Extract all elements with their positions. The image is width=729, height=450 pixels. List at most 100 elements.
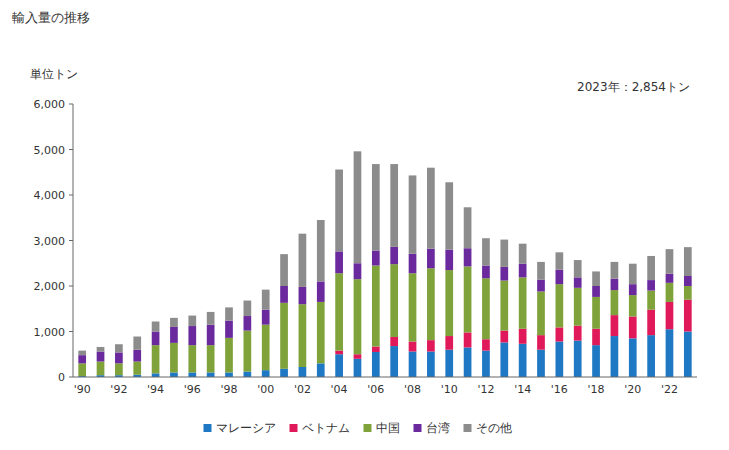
legend-label: ベトナム bbox=[302, 421, 350, 435]
x-axis bbox=[73, 377, 697, 378]
bar-segment bbox=[299, 304, 307, 367]
bar-segment bbox=[280, 369, 288, 377]
bar-segment bbox=[280, 286, 288, 303]
legend-swatch bbox=[204, 424, 212, 432]
bar-segment bbox=[445, 182, 453, 249]
bar-segment bbox=[500, 331, 508, 343]
bar-segment bbox=[574, 288, 582, 326]
bar-segment bbox=[592, 345, 600, 377]
y-tick bbox=[69, 240, 73, 241]
y-tick bbox=[69, 195, 73, 196]
bar-segment bbox=[647, 335, 655, 377]
bar-segment bbox=[482, 278, 490, 339]
bar-segment bbox=[537, 291, 545, 335]
bar-segment bbox=[299, 234, 307, 287]
bar-segment bbox=[464, 266, 472, 332]
bar-segment bbox=[611, 315, 619, 336]
bar-segment bbox=[188, 316, 196, 326]
bar-segment bbox=[225, 372, 233, 377]
x-tick-label: '22 bbox=[661, 383, 678, 396]
x-tick-label: '16 bbox=[551, 383, 568, 396]
y-tick-label: 4,000 bbox=[34, 189, 66, 202]
bar-segment bbox=[390, 264, 398, 337]
bar-segment bbox=[611, 262, 619, 279]
x-tick-label: '92 bbox=[110, 383, 127, 396]
bar-segment bbox=[445, 270, 453, 336]
bar-segment bbox=[647, 291, 655, 310]
bar-segment bbox=[207, 345, 215, 372]
bar-segment bbox=[629, 295, 637, 316]
bar-segment bbox=[335, 354, 343, 377]
bar-segment bbox=[592, 286, 600, 297]
bar-segment bbox=[611, 279, 619, 290]
bar-segment bbox=[372, 266, 380, 347]
bar-segment bbox=[78, 355, 86, 363]
bar-segment bbox=[372, 347, 380, 352]
bar-segment bbox=[207, 325, 215, 345]
bar-segment bbox=[78, 351, 86, 356]
bar-segment bbox=[464, 207, 472, 248]
bar-segment bbox=[317, 281, 325, 301]
bar-segment bbox=[280, 303, 288, 369]
x-tick-label: '08 bbox=[404, 383, 421, 396]
bar-segment bbox=[555, 284, 563, 327]
bar-segment bbox=[464, 248, 472, 266]
bar-segment bbox=[409, 254, 417, 274]
bar-segment bbox=[170, 343, 178, 373]
bar-segment bbox=[555, 342, 563, 377]
bar-segment bbox=[188, 326, 196, 345]
bar-segment bbox=[372, 164, 380, 250]
bar-segment bbox=[666, 283, 674, 302]
bar-segment bbox=[97, 347, 105, 352]
bar-segment bbox=[611, 336, 619, 377]
bar-segment bbox=[500, 342, 508, 377]
bar-segment bbox=[482, 238, 490, 265]
annotation: 2023年：2,854トン bbox=[577, 80, 690, 94]
bar-segment bbox=[519, 277, 527, 328]
bar-segment bbox=[243, 301, 251, 316]
x-tick-label: '94 bbox=[147, 383, 164, 396]
bar-segment bbox=[445, 250, 453, 270]
bar-segment bbox=[519, 264, 527, 278]
x-tick-label: '06 bbox=[367, 383, 384, 396]
bars bbox=[78, 151, 691, 377]
bar-segment bbox=[537, 350, 545, 377]
bar-segment bbox=[445, 336, 453, 350]
bar-segment bbox=[519, 244, 527, 264]
bar-segment bbox=[409, 342, 417, 352]
legend-label: 台湾 bbox=[426, 421, 450, 435]
bar-segment bbox=[133, 362, 141, 375]
bar-segment bbox=[78, 363, 86, 376]
bar-segment bbox=[500, 240, 508, 267]
bar-segment bbox=[335, 251, 343, 273]
bar-segment bbox=[647, 256, 655, 280]
bar-segment bbox=[372, 352, 380, 377]
legend: マレーシアベトナム中国台湾その他 bbox=[204, 421, 512, 435]
bar-segment bbox=[170, 318, 178, 327]
bar-segment bbox=[372, 251, 380, 266]
x-tick-label: '96 bbox=[184, 383, 201, 396]
bar-segment bbox=[170, 327, 178, 343]
bar-segment bbox=[574, 326, 582, 341]
bar-segment bbox=[280, 254, 288, 286]
bar-segment bbox=[152, 345, 160, 373]
bar-segment bbox=[684, 276, 692, 286]
bar-segment bbox=[243, 372, 251, 377]
x-tick-label: '98 bbox=[220, 383, 237, 396]
bar-segment bbox=[115, 352, 123, 363]
legend-swatch bbox=[414, 424, 422, 432]
bar-segment bbox=[464, 347, 472, 377]
y-tick-label: 0 bbox=[58, 371, 65, 384]
x-tick-label: '14 bbox=[514, 383, 531, 396]
bar-segment bbox=[427, 340, 435, 351]
bar-segment bbox=[335, 170, 343, 252]
bar-segment bbox=[133, 337, 141, 350]
y-tick-label: 2,000 bbox=[34, 280, 66, 293]
bar-segment bbox=[482, 339, 490, 350]
bar-segment bbox=[592, 329, 600, 345]
bar-segment bbox=[574, 277, 582, 287]
legend-swatch bbox=[364, 424, 372, 432]
bar-segment bbox=[647, 280, 655, 290]
bar-segment bbox=[409, 273, 417, 341]
y-tick-label: 6,000 bbox=[34, 98, 66, 111]
